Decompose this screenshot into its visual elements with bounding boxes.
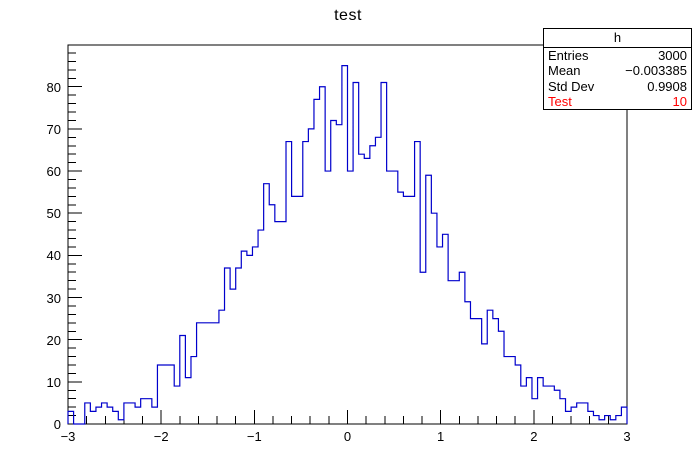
y-tick-label: 60 [46, 164, 61, 180]
stats-row-label: Std Dev [548, 78, 595, 94]
stats-row-value: −0.003385 [625, 63, 687, 79]
x-tick-label: −2 [153, 429, 169, 444]
chart-title: test [334, 7, 362, 24]
stats-box: h Entries 3000 Mean −0.003385 Std Dev 0.9908 T… [543, 28, 692, 110]
x-tick-label: 3 [623, 429, 631, 444]
y-tick-label: 30 [46, 290, 61, 306]
stats-box-rows: Entries 3000 Mean −0.003385 Std Dev 0.9908 Tes… [544, 48, 691, 109]
stats-row-label: Entries [548, 48, 589, 64]
y-tick-label: 10 [46, 374, 61, 390]
stats-row-value: 10 [672, 93, 687, 109]
stats-row: Mean −0.003385 [544, 63, 691, 78]
x-tick-label: −1 [246, 429, 262, 444]
stats-row: Entries 3000 [544, 48, 691, 63]
y-tick-label: 20 [46, 332, 61, 348]
y-tick-label: 0 [53, 417, 61, 432]
stats-row-value: 0.9908 [647, 78, 687, 94]
stats-box-title: h [544, 29, 691, 48]
y-tick-label: 50 [46, 206, 61, 222]
x-tick-label: 1 [437, 429, 445, 444]
stats-row-value: 3000 [658, 48, 687, 64]
stats-row: Std Dev 0.9908 [544, 79, 691, 94]
y-tick-label: 70 [46, 121, 61, 137]
y-tick-label: 80 [46, 79, 61, 95]
x-tick-label: 2 [530, 429, 538, 444]
stats-row-label: Test [548, 93, 572, 109]
x-tick-label: −3 [60, 429, 76, 444]
x-tick-label: 0 [343, 429, 352, 444]
stats-row: Test 10 [544, 94, 691, 109]
stats-row-label: Mean [548, 63, 581, 79]
y-tick-label: 40 [46, 248, 61, 264]
histogram-line [67, 65, 628, 425]
